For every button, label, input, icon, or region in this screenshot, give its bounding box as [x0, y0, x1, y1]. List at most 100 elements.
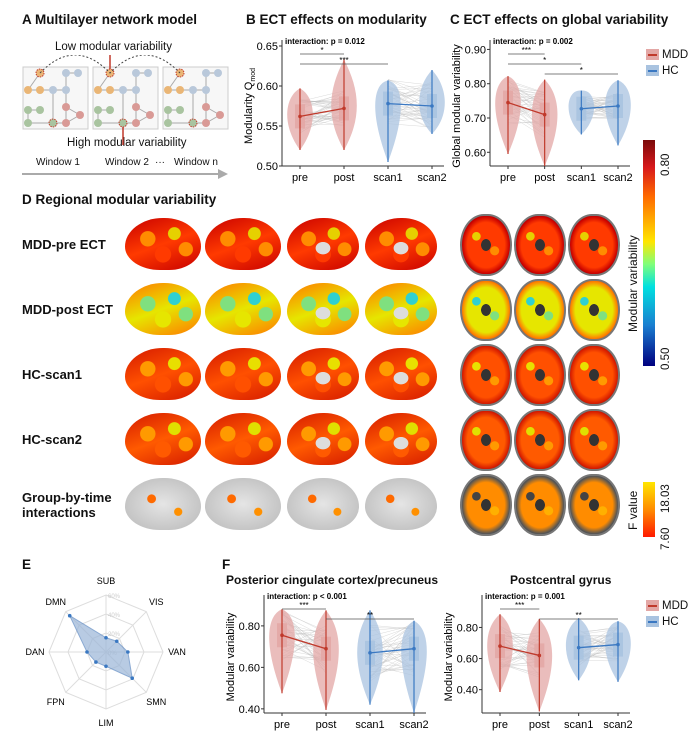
- postcentral-violin-chart: 0.40 0.60 0.80Modular variability interacti…: [440, 585, 636, 737]
- interaction-annotation: interaction: p = 0.012: [285, 37, 365, 46]
- axial-slice-map: [460, 409, 512, 471]
- pcc-violin-chart: 0.40 0.60 0.80Modular variability interacti…: [222, 585, 432, 737]
- y-tick-label: 0.55: [257, 121, 278, 133]
- radar-axis-label: DAN: [25, 647, 44, 657]
- cortical-surface-map: [125, 413, 201, 465]
- window-n-label: Window n: [174, 157, 218, 168]
- node: [24, 86, 32, 94]
- radar-axis-label: DMN: [46, 597, 67, 607]
- mdd-swatch: [646, 49, 659, 60]
- y-tick-label: 0.65: [257, 41, 278, 53]
- node: [176, 86, 184, 94]
- interaction-surface-map: [365, 478, 437, 530]
- x-tick-label: scan2: [399, 719, 428, 731]
- row-label-interactions: Group-by-time interactions: [22, 490, 122, 520]
- node: [24, 119, 32, 127]
- colorbar-max: 0.80: [660, 154, 672, 176]
- x-tick-label: pre: [274, 719, 290, 731]
- radar-point: [115, 639, 119, 643]
- cortical-surface-map: [125, 218, 201, 270]
- axial-slice-map: [460, 344, 512, 406]
- node: [62, 86, 70, 94]
- significance-label: ***: [515, 601, 524, 610]
- node: [164, 119, 172, 127]
- interaction-annotation: interaction: p = 0.001: [485, 592, 565, 601]
- y-axis-label: Modular variability: [225, 612, 237, 701]
- radar-tick-label: 60%: [108, 594, 121, 600]
- node: [214, 69, 222, 77]
- radar-tick-label: 20%: [108, 632, 121, 638]
- x-tick-label: post: [534, 172, 555, 184]
- interaction-surface-map: [125, 478, 201, 530]
- node: [189, 119, 197, 127]
- node: [106, 86, 114, 94]
- radar-point: [126, 650, 130, 654]
- cortical-surface-map: [125, 283, 201, 335]
- cortical-surface-map: [205, 283, 281, 335]
- node: [49, 86, 57, 94]
- node: [164, 86, 172, 94]
- significance-label: *: [320, 46, 323, 55]
- modularity-violin-chart: 0.500.550.600.65Modularity Qmodinteracti…: [240, 30, 450, 190]
- y-tick-label: 0.80: [239, 621, 260, 633]
- axial-slice-map: [514, 214, 566, 276]
- legend-item-hc: HC: [646, 65, 688, 77]
- node: [146, 111, 154, 119]
- cortical-surface-map: [125, 348, 201, 400]
- radar-axis-label: SUB: [97, 576, 116, 586]
- radar-point: [130, 676, 134, 680]
- x-tick-label: post: [316, 719, 337, 731]
- y-tick-label: 0.90: [465, 44, 486, 56]
- axial-slice-map: [460, 214, 512, 276]
- legend-label: MDD: [662, 49, 688, 61]
- interaction-annotation: interaction: p < 0.001: [267, 592, 347, 601]
- x-tick-label: scan1: [567, 172, 596, 184]
- axial-slice-map: [568, 409, 620, 471]
- legend-item-hc: HC: [646, 616, 688, 628]
- x-tick-label: pre: [500, 172, 516, 184]
- f-colorbar-max: 18.03: [660, 484, 672, 513]
- node: [94, 86, 102, 94]
- interaction-axial-slice: [568, 474, 620, 536]
- radar-point: [85, 650, 89, 654]
- cortical-surface-map: [205, 218, 281, 270]
- axial-slice-map: [568, 344, 620, 406]
- y-tick-label: 0.60: [239, 662, 260, 674]
- ellipsis-label: ···: [155, 157, 165, 168]
- panel-d-title: D Regional modular variability: [22, 192, 216, 207]
- significance-label: ***: [339, 56, 348, 65]
- radar-tick-label: 40%: [108, 613, 121, 619]
- node: [144, 69, 152, 77]
- cortical-surface-map: [205, 413, 281, 465]
- cortical-surface-map: [365, 218, 437, 270]
- panel-c-title: C ECT effects on global variability: [450, 12, 668, 27]
- node: [132, 69, 140, 77]
- node: [24, 106, 32, 114]
- modular-variability-colorbar: [643, 140, 655, 366]
- y-axis-label: Modular variability: [443, 612, 455, 701]
- node: [74, 69, 82, 77]
- y-axis-label: Global modular variability: [451, 44, 463, 168]
- cortical-surface-map: [205, 348, 281, 400]
- low-variability-label: Low modular variability: [55, 41, 172, 53]
- legend-item-mdd: MDD: [646, 49, 688, 61]
- significance-label: *: [580, 66, 583, 75]
- interaction-axial-slice: [460, 474, 512, 536]
- significance-label: *: [543, 56, 546, 65]
- x-tick-label: scan2: [417, 172, 446, 184]
- legend-bottom: MDD HC: [646, 600, 688, 628]
- f-colorbar-label: F value: [626, 491, 640, 530]
- interaction-surface-map: [287, 478, 359, 530]
- node: [94, 119, 102, 127]
- y-label-subscript: mod: [250, 68, 257, 82]
- y-tick-label: 0.70: [465, 113, 486, 125]
- node: [36, 106, 44, 114]
- node: [164, 106, 172, 114]
- x-tick-label: scan1: [373, 172, 402, 184]
- legend-top: MDD HC: [646, 49, 688, 77]
- hc-swatch: [646, 65, 659, 76]
- colorbar-label: Modular variability: [626, 235, 640, 332]
- x-tick-label: scan2: [603, 719, 632, 731]
- radar-axis-label: VAN: [168, 647, 186, 657]
- y-tick-label: 0.60: [257, 81, 278, 93]
